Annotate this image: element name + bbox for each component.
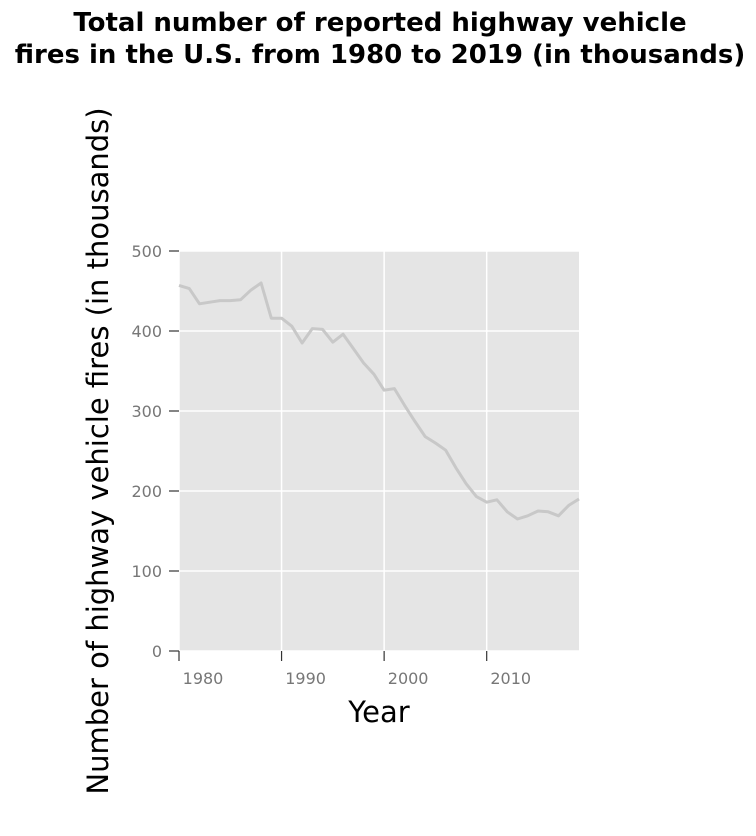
x-axis-title: Year xyxy=(347,695,409,729)
x-tick-label: 2000 xyxy=(388,669,429,688)
x-tick-label: 1980 xyxy=(183,669,224,688)
y-axis-title: Number of highway vehicle fires (in thou… xyxy=(81,107,115,794)
y-tick-label: 200 xyxy=(131,482,162,501)
x-tick-label: 2010 xyxy=(490,669,531,688)
y-tick-label: 100 xyxy=(131,562,162,581)
chart-title-line-1: Total number of reported highway vehicle xyxy=(73,8,686,38)
plot-panel xyxy=(179,251,579,651)
chart-title-line-2: fires in the U.S. from 1980 to 2019 (in … xyxy=(15,40,745,70)
y-tick-label: 300 xyxy=(131,402,162,421)
y-tick-label: 400 xyxy=(131,322,162,341)
x-tick-label: 1990 xyxy=(285,669,326,688)
y-tick-label: 500 xyxy=(131,242,162,261)
y-tick-label: 0 xyxy=(152,642,162,661)
